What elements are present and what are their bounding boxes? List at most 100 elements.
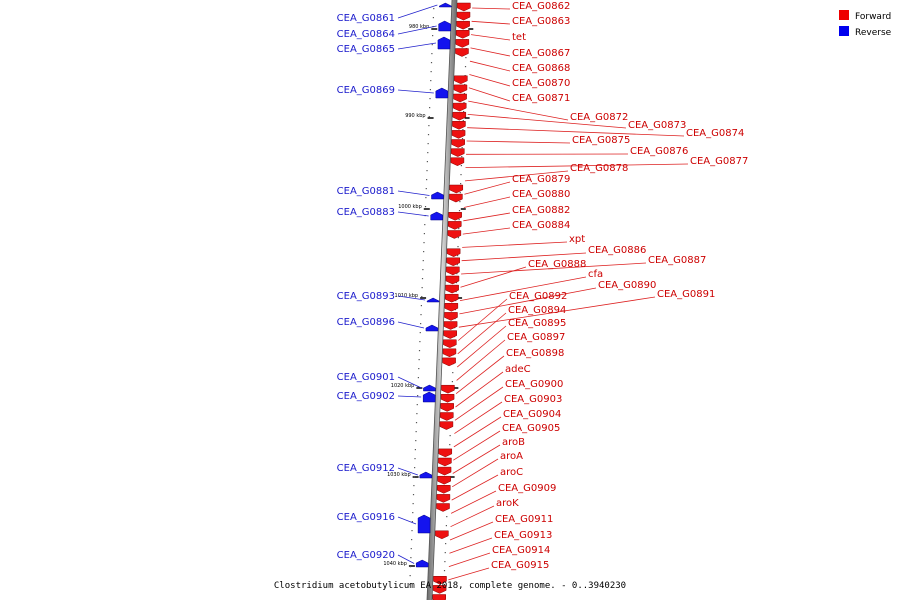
forward-gene-block [438,457,452,467]
minor-tick-left [409,566,412,568]
forward-leader [464,170,569,182]
reverse-gene-label: CEA_G0869 [337,85,395,96]
reverse-gene-block [437,36,451,50]
minor-tick-left [411,521,413,523]
forward-gene-label: xpt [569,234,585,245]
minor-tick-right [459,192,461,194]
minor-tick-left [419,341,421,343]
minor-tick-left [427,143,429,145]
minor-tick-left [425,188,427,190]
tick-label: 1010 kbp [395,293,419,299]
forward-gene-label: CEA_G0867 [512,48,570,59]
reverse-leader [397,89,434,94]
forward-gene-label: aroB [502,437,525,448]
minor-tick-right [459,201,461,203]
minor-tick-left [413,485,415,487]
minor-tick-left [422,269,424,271]
forward-gene-label: CEA_G0892 [509,291,567,302]
forward-leader [459,287,597,315]
forward-gene-label: CEA_G0870 [512,78,570,89]
tick-label: 1000 kbp [398,204,422,210]
forward-leader [472,7,511,10]
forward-gene-block [437,466,452,476]
minor-tick-left [419,332,421,334]
reverse-leader [397,395,422,398]
minor-tick-left [426,161,428,163]
forward-gene-label: CEA_G0894 [508,305,566,316]
forward-gene-block [444,293,459,303]
reverse-gene-block [438,20,451,32]
forward-gene-block [445,284,459,294]
forward-gene-label: CEA_G0915 [491,560,549,571]
forward-gene-block [440,394,455,403]
forward-gene-block [439,421,454,430]
forward-gene-block [451,130,466,139]
minor-tick-left [424,224,426,226]
minor-tick-left [420,323,422,325]
forward-gene-block [443,330,457,339]
minor-tick-left [415,422,418,424]
reverse-gene-label: CEA_G0865 [337,44,395,55]
forward-gene-block [452,102,467,112]
reverse-gene-block [435,87,449,99]
minor-tick-left [428,116,430,118]
forward-leader [469,60,511,72]
minor-tick-left [410,557,412,559]
minor-tick-right [458,210,461,212]
forward-gene-label: CEA_G0904 [503,409,561,420]
minor-tick-right [463,93,465,95]
forward-gene-label: CEA_G0890 [598,280,656,291]
forward-gene-label: CEA_G0891 [657,289,715,300]
forward-gene-block [436,503,450,512]
legend-forward-label: Forward [855,12,891,22]
forward-gene-label: CEA_G0875 [572,135,630,146]
reverse-gene-label: CEA_G0920 [337,550,395,561]
forward-gene-label: aroC [500,467,523,478]
forward-gene-block [440,403,454,412]
forward-leader [467,127,685,137]
forward-gene-label: CEA_G0862 [512,1,570,12]
reverse-gene-label: CEA_G0881 [337,186,395,197]
reverse-gene-block [423,384,436,392]
forward-gene-label: adeC [505,364,531,375]
reverse-gene-label: CEA_G0864 [337,29,395,40]
forward-gene-label: CEA_G0874 [686,128,744,139]
reverse-leader [397,25,437,35]
minor-tick-left [415,431,417,433]
minor-tick-left [411,530,413,532]
minor-tick-right [463,111,465,113]
minor-tick-right [444,561,446,563]
forward-leader [449,537,493,554]
forward-leader [471,20,511,25]
forward-gene-block [442,357,456,367]
forward-leader [468,87,511,102]
minor-tick-left [430,62,433,64]
forward-leader [459,276,587,301]
minor-tick-left [418,350,421,352]
forward-gene-label: CEA_G0873 [628,120,686,131]
forward-gene-block [443,339,457,348]
forward-gene-label: CEA_G0898 [506,348,564,359]
minor-tick-left [424,206,427,208]
minor-tick-right [460,174,462,176]
forward-leader [455,371,504,408]
forward-leader [462,227,511,235]
tick-label: 1020 kbp [391,383,415,389]
minor-tick-left [432,17,434,19]
forward-gene-block [453,93,467,103]
reverse-gene-block [426,297,440,303]
minor-tick-right [458,219,460,221]
forward-leader [465,163,689,168]
forward-gene-block [444,303,459,312]
reverse-gene-block [419,471,433,479]
minor-tick-right [443,570,446,572]
forward-gene-label: CEA_G0879 [512,174,570,185]
minor-tick-right [457,246,459,248]
forward-leader [454,401,503,434]
forward-leader [463,212,511,222]
minor-tick-right [456,264,458,266]
minor-tick-right [461,147,463,149]
forward-gene-label: CEA_G0876 [630,146,688,157]
forward-gene-label: CEA_G0882 [512,205,570,216]
reverse-leader [397,4,438,19]
